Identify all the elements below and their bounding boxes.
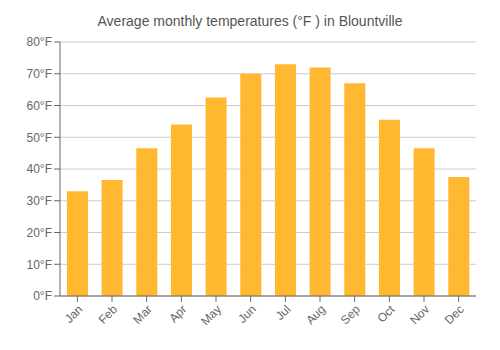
svg-text:20°F: 20°F — [27, 226, 52, 240]
svg-text:Nov: Nov — [407, 302, 432, 327]
svg-text:30°F: 30°F — [27, 194, 52, 208]
svg-text:Oct: Oct — [374, 302, 398, 326]
svg-text:Jun: Jun — [235, 302, 259, 326]
svg-text:Apr: Apr — [166, 302, 189, 325]
svg-text:Feb: Feb — [96, 302, 121, 327]
svg-text:Mar: Mar — [130, 302, 155, 327]
svg-text:Jul: Jul — [273, 302, 294, 323]
svg-text:0°F: 0°F — [33, 289, 52, 303]
svg-text:Sep: Sep — [338, 302, 363, 327]
svg-text:Aug: Aug — [303, 302, 328, 327]
svg-text:May: May — [198, 302, 224, 328]
html-text:Average monthly temperatures (: Average monthly temperatures (°F ) in Bl… — [97, 13, 403, 29]
svg-text:Dec: Dec — [442, 302, 467, 327]
svg-text:60°F: 60°F — [27, 99, 52, 113]
svg-text:40°F: 40°F — [27, 162, 52, 176]
svg-text:80°F: 80°F — [27, 35, 52, 49]
svg-text:50°F: 50°F — [27, 131, 52, 145]
svg-text:10°F: 10°F — [27, 258, 52, 272]
svg-text:70°F: 70°F — [27, 67, 52, 81]
svg-text:Jan: Jan — [62, 302, 86, 326]
